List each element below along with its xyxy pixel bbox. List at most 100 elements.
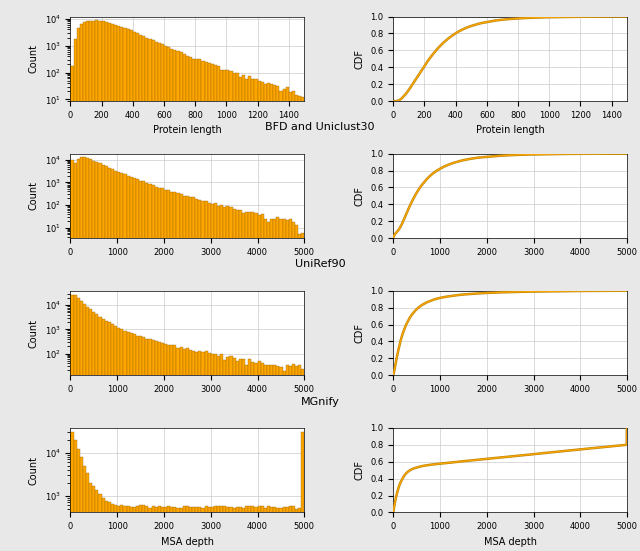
Bar: [114, 25, 117, 551]
Bar: [220, 506, 223, 551]
Bar: [192, 351, 195, 551]
Bar: [220, 354, 223, 551]
Bar: [130, 177, 132, 551]
Bar: [102, 21, 105, 551]
Bar: [195, 352, 198, 551]
Bar: [276, 217, 280, 551]
Bar: [142, 181, 145, 551]
Bar: [157, 187, 161, 551]
Bar: [173, 507, 177, 551]
Bar: [108, 502, 111, 551]
Bar: [207, 506, 211, 551]
Bar: [124, 506, 127, 551]
Bar: [276, 86, 280, 551]
Bar: [173, 192, 177, 551]
Bar: [114, 326, 117, 551]
Bar: [285, 507, 289, 551]
Y-axis label: Count: Count: [29, 456, 39, 485]
Bar: [182, 196, 186, 551]
Bar: [295, 366, 298, 551]
Bar: [236, 506, 239, 551]
Bar: [155, 42, 157, 551]
Bar: [292, 506, 295, 551]
Bar: [223, 506, 227, 551]
Bar: [130, 30, 132, 551]
Bar: [111, 24, 114, 551]
Bar: [270, 219, 273, 551]
Bar: [120, 27, 124, 551]
Bar: [273, 365, 276, 551]
Bar: [77, 28, 80, 551]
Bar: [276, 507, 280, 551]
Bar: [236, 73, 239, 551]
Bar: [252, 212, 255, 551]
Bar: [148, 508, 152, 551]
Bar: [295, 225, 298, 551]
Bar: [74, 163, 77, 551]
Bar: [192, 59, 195, 551]
Bar: [267, 83, 270, 551]
Bar: [180, 347, 182, 551]
Bar: [227, 71, 230, 551]
Bar: [223, 360, 227, 551]
Y-axis label: Count: Count: [29, 181, 39, 210]
Bar: [292, 364, 295, 551]
Bar: [202, 61, 205, 551]
Bar: [157, 506, 161, 551]
Bar: [232, 209, 236, 551]
Bar: [230, 356, 232, 551]
Bar: [195, 506, 198, 551]
Bar: [117, 506, 120, 551]
Bar: [214, 203, 217, 551]
X-axis label: Protein length: Protein length: [153, 126, 221, 136]
Y-axis label: Count: Count: [29, 44, 39, 73]
Bar: [289, 219, 292, 551]
Bar: [214, 66, 217, 551]
Y-axis label: CDF: CDF: [355, 49, 365, 69]
Bar: [223, 70, 227, 551]
Bar: [77, 449, 80, 551]
Bar: [273, 506, 276, 551]
Bar: [80, 301, 83, 551]
Bar: [257, 81, 260, 551]
Bar: [301, 369, 305, 551]
Bar: [273, 85, 276, 551]
Bar: [102, 319, 105, 551]
Bar: [236, 361, 239, 551]
Bar: [114, 171, 117, 551]
Bar: [270, 507, 273, 551]
Bar: [155, 507, 157, 551]
Bar: [257, 361, 260, 551]
Bar: [248, 212, 252, 551]
Bar: [152, 40, 155, 551]
Bar: [148, 39, 152, 551]
Bar: [211, 354, 214, 551]
Bar: [127, 332, 130, 551]
Bar: [83, 304, 86, 551]
Bar: [142, 36, 145, 551]
Bar: [77, 159, 80, 551]
Bar: [105, 501, 108, 551]
Bar: [217, 506, 220, 551]
Bar: [232, 358, 236, 551]
Bar: [242, 507, 245, 551]
Bar: [236, 210, 239, 551]
Bar: [105, 321, 108, 551]
Bar: [177, 193, 180, 551]
Bar: [167, 506, 170, 551]
Bar: [267, 222, 270, 551]
Bar: [280, 367, 282, 551]
Y-axis label: Count: Count: [29, 318, 39, 348]
Bar: [298, 96, 301, 551]
Bar: [230, 207, 232, 551]
Bar: [92, 20, 95, 551]
Bar: [95, 490, 99, 551]
Bar: [264, 219, 267, 551]
Bar: [285, 220, 289, 551]
Bar: [195, 59, 198, 551]
Bar: [252, 506, 255, 551]
Y-axis label: CDF: CDF: [355, 323, 365, 343]
Bar: [70, 295, 74, 551]
Bar: [117, 26, 120, 551]
Bar: [80, 158, 83, 551]
